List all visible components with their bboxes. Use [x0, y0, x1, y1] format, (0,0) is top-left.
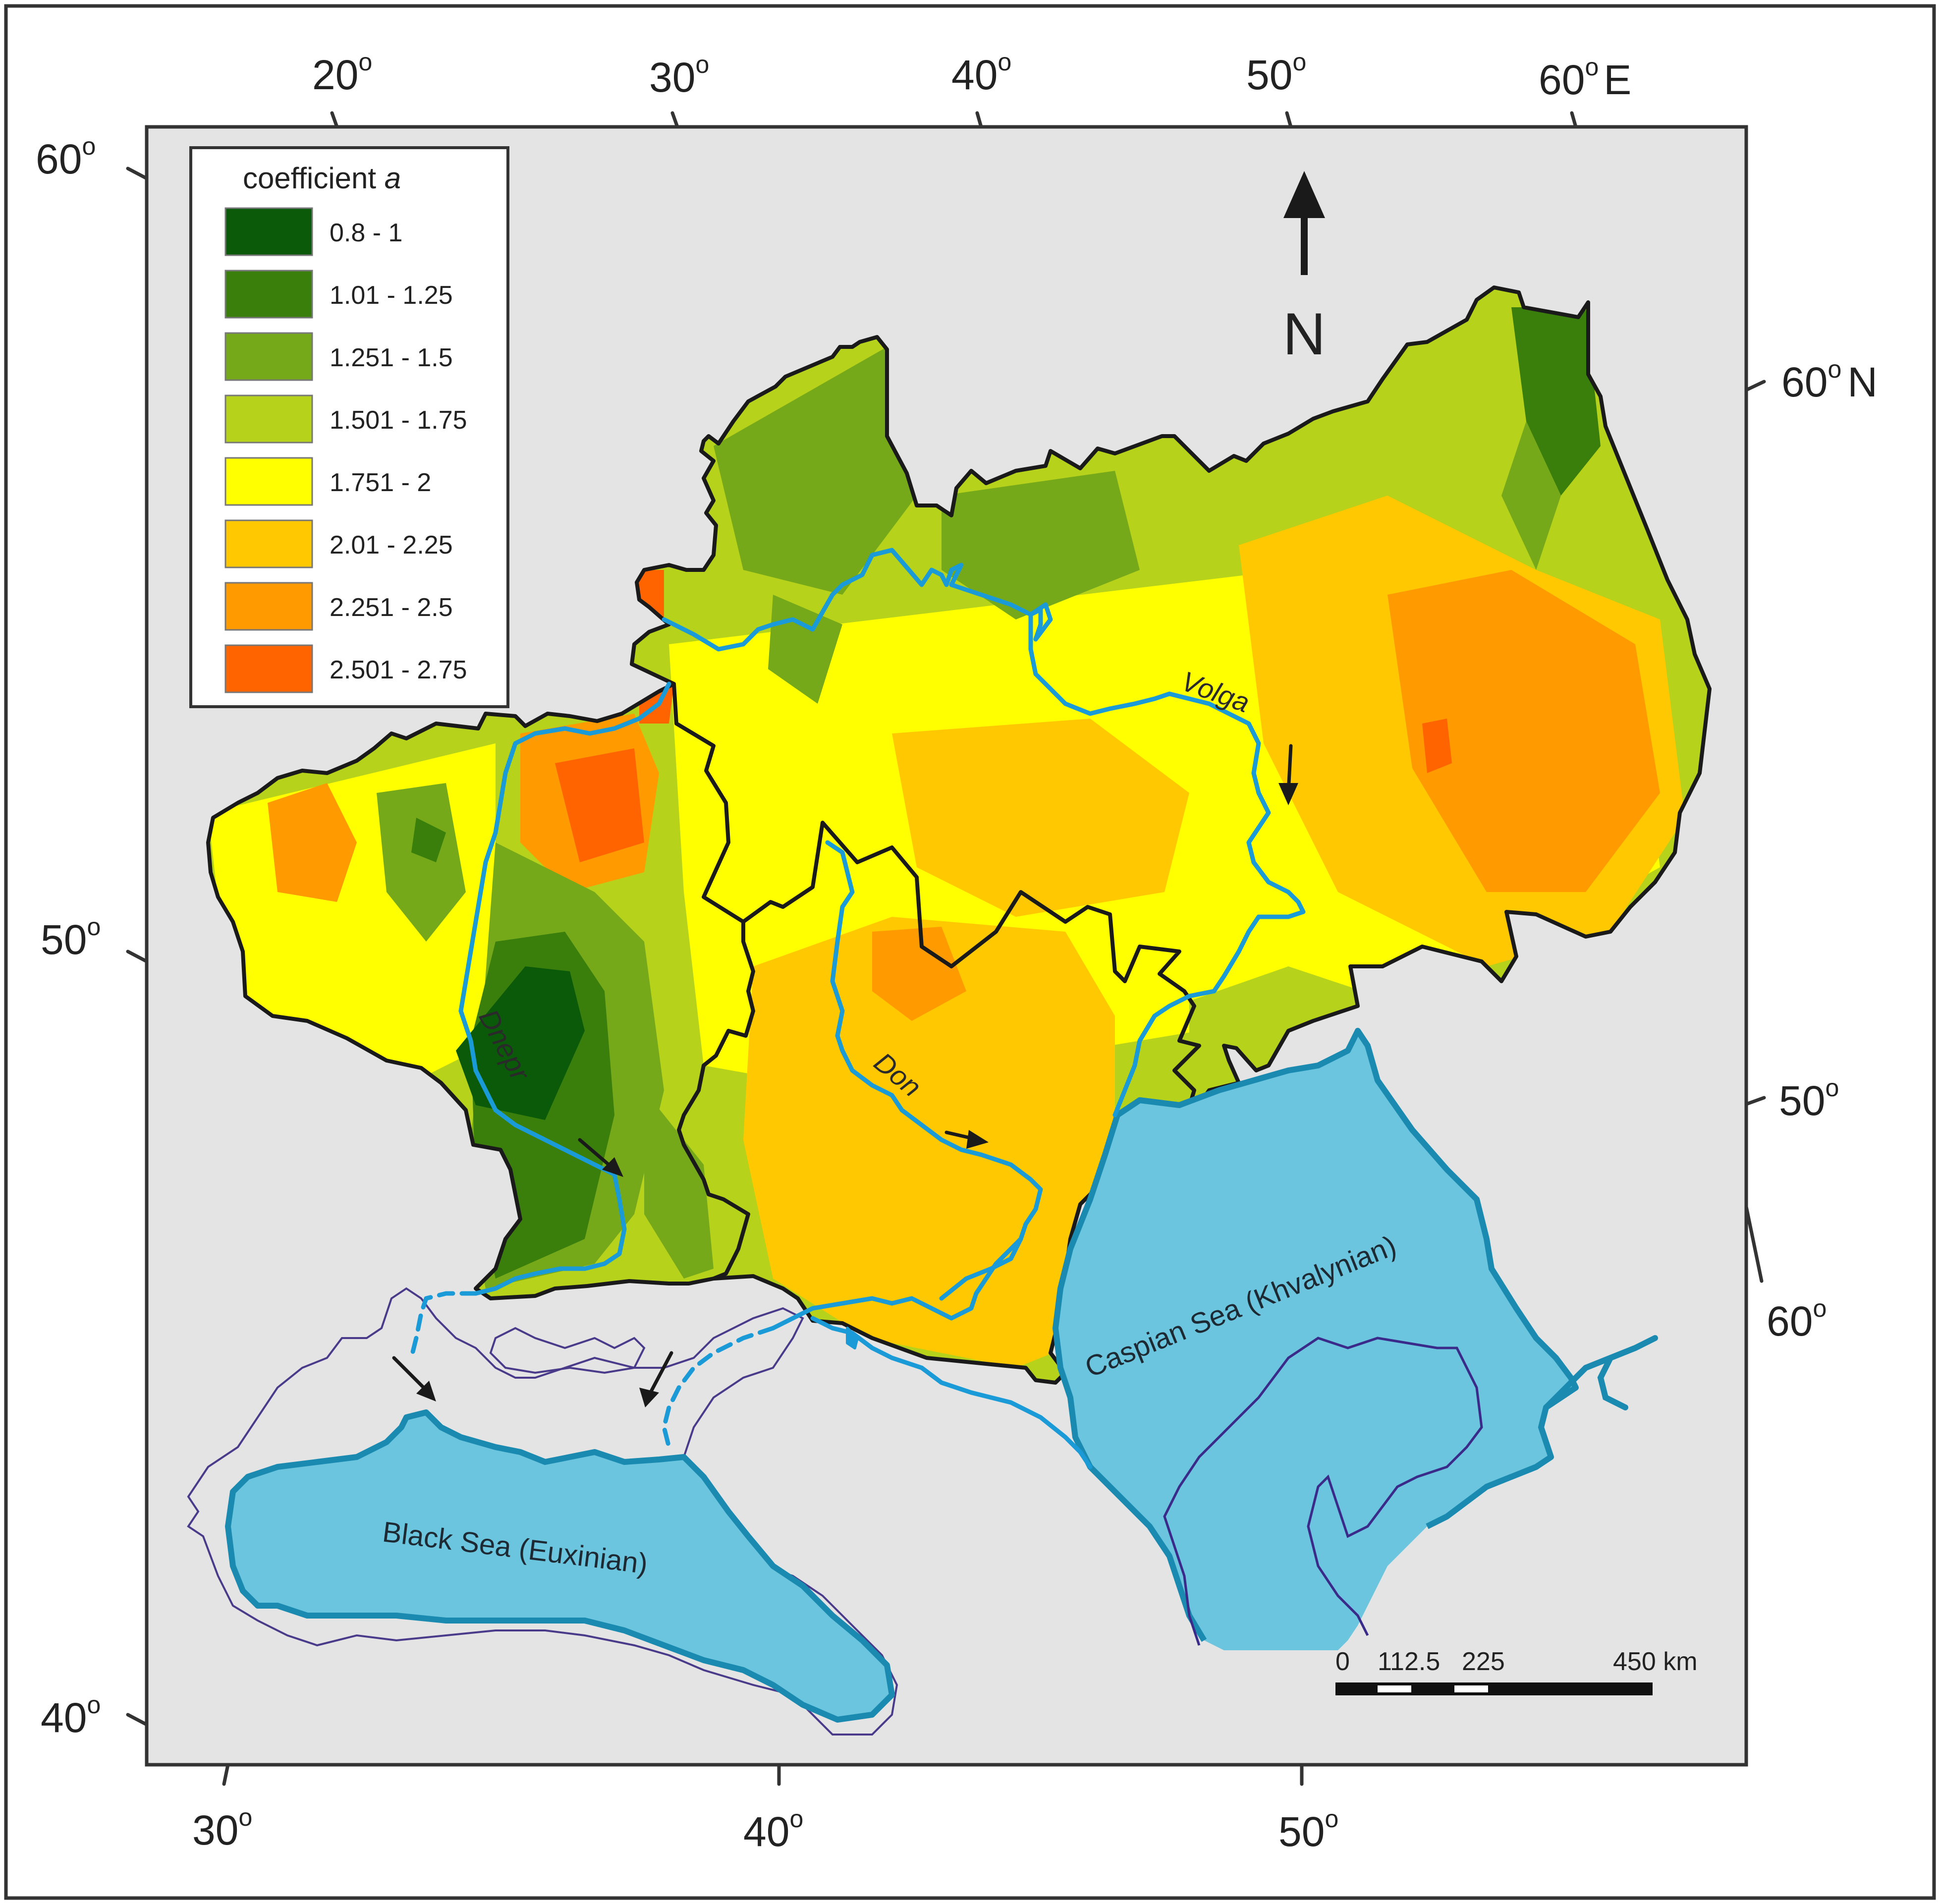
legend-swatch [224, 270, 313, 319]
north-arrow: N [1283, 171, 1326, 367]
legend: coefficient a 0.8 - 1 1.01 - 1.25 1.251 - … [189, 146, 509, 708]
left-tick-label: 50o [41, 913, 101, 963]
top-axis: 20o 30o 40o 50o 60o E [312, 48, 1631, 103]
scale-label: 0 [1335, 1647, 1350, 1676]
scale-label: 450 km [1613, 1647, 1698, 1676]
bottom-axis: 30o 40o 50o [192, 1803, 1338, 1855]
top-tick-label: 30o [649, 51, 709, 101]
legend-swatch [224, 582, 313, 631]
bottom-tick-label: 40o [743, 1805, 803, 1855]
top-tick-label: 60o E [1539, 53, 1631, 103]
scale-label: 112.5 [1378, 1647, 1440, 1676]
tick-marks [126, 111, 1766, 1786]
don-river [771, 840, 1043, 1331]
legend-label: 0.8 - 1 [330, 219, 402, 247]
legend-swatch [224, 207, 313, 256]
left-axis: 60o 50o 40o [36, 132, 101, 1741]
caspian-sea [1053, 1028, 1658, 1650]
legend-label: 1.501 - 1.75 [330, 406, 467, 435]
left-tick-label: 40o [41, 1691, 101, 1741]
legend-swatch [224, 457, 313, 506]
top-tick-label: 50o [1246, 48, 1306, 98]
right-tick-label: 50o [1779, 1074, 1839, 1124]
right-axis: 60o N 50o 60o [1767, 355, 1878, 1344]
legend-label: 1.251 - 1.5 [330, 343, 453, 372]
scale-bar: 0 112.5 225 450 km [1335, 1647, 1698, 1695]
legend-label: 2.501 - 2.75 [330, 656, 467, 684]
region-outline [206, 285, 1712, 1385]
top-tick-label: 40o [951, 48, 1011, 98]
legend-label: 1.751 - 2 [330, 468, 431, 497]
top-tick-label: 20o [312, 48, 372, 98]
legend-title: coefficient a [243, 162, 401, 195]
bottom-tick-label: 50o [1278, 1805, 1338, 1855]
bottom-tick-label: 30o [192, 1803, 252, 1853]
legend-label: 2.251 - 2.5 [330, 593, 453, 622]
legend-swatch [224, 394, 313, 444]
legend-label: 2.01 - 2.25 [330, 531, 453, 560]
volga-river [662, 548, 1306, 1118]
legend-swatch [224, 644, 313, 693]
dnepr-river [458, 681, 671, 1296]
right-tick-label: 60o [1767, 1294, 1827, 1344]
rivers [409, 548, 1306, 1469]
north-label: N [1283, 301, 1326, 367]
legend-swatch [224, 519, 313, 568]
legend-label: 1.01 - 1.25 [330, 281, 453, 310]
flow-arrows [392, 744, 1298, 1407]
legend-swatch [224, 332, 313, 381]
scale-label: 225 [1462, 1647, 1505, 1676]
left-tick-label: 60o [36, 132, 96, 182]
right-tick-label: 60o N [1781, 355, 1878, 405]
